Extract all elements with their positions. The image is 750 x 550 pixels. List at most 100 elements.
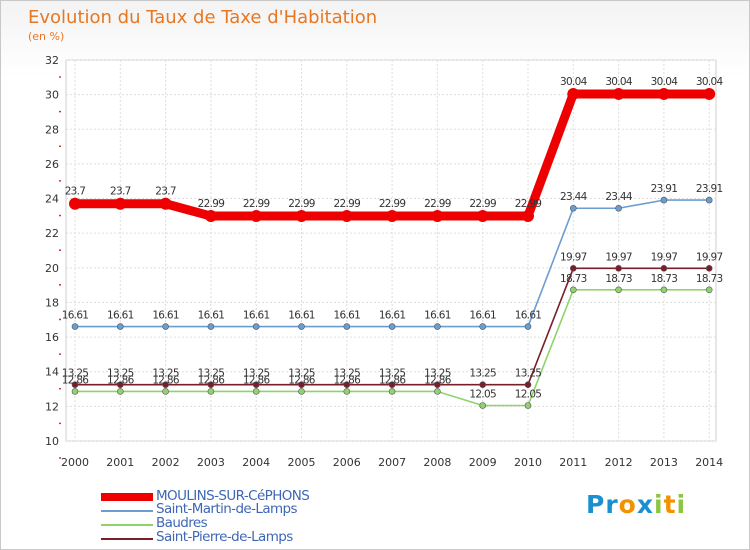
data-label: 13.25 <box>107 368 134 380</box>
data-point <box>612 87 625 100</box>
data-label: 23.44 <box>560 191 588 203</box>
data-label: 22.99 <box>243 198 270 210</box>
data-point <box>479 323 487 330</box>
data-point <box>207 388 215 395</box>
data-label: 22.99 <box>288 198 315 210</box>
data-label: 19.97 <box>696 251 723 263</box>
data-label: 22.99 <box>334 198 361 210</box>
data-label: 13.25 <box>379 368 406 380</box>
data-point <box>252 381 260 389</box>
data-label: 22.99 <box>379 198 406 210</box>
y-tick-label: 24 <box>45 193 59 206</box>
data-label: 12.05 <box>469 388 496 400</box>
data-point <box>567 87 580 100</box>
data-label: 13.25 <box>152 368 179 380</box>
data-label: 16.61 <box>62 310 89 322</box>
proxiti-logo: Proxiti <box>586 490 686 519</box>
data-label: 13.25 <box>469 368 496 380</box>
data-point <box>298 388 305 395</box>
x-tick-label: 2001 <box>106 456 134 469</box>
data-point <box>343 323 351 330</box>
data-label: 16.61 <box>288 310 315 322</box>
data-label: 23.91 <box>696 183 723 195</box>
data-point <box>569 286 577 294</box>
data-label: 23.91 <box>651 183 678 195</box>
data-point <box>71 381 79 389</box>
data-label: 23.7 <box>155 186 176 198</box>
data-point <box>252 388 260 395</box>
data-label: 16.61 <box>424 310 451 322</box>
y-axis-dot <box>59 353 61 355</box>
data-point <box>117 388 124 395</box>
y-axis-dot <box>59 110 61 113</box>
data-label: 12.86 <box>288 374 316 386</box>
data-point <box>71 388 79 395</box>
data-point <box>705 196 713 204</box>
legend-swatch <box>101 510 153 512</box>
logo-letter: i <box>654 490 664 519</box>
data-point <box>703 87 716 100</box>
data-point <box>204 210 217 223</box>
data-point <box>524 381 532 389</box>
data-label: 12.86 <box>107 374 135 386</box>
data-point <box>522 210 534 223</box>
y-tick-label: 14 <box>45 366 59 379</box>
data-point <box>250 210 263 223</box>
data-label: 13.25 <box>515 368 542 380</box>
data-point <box>479 381 487 389</box>
y-axis-dot <box>59 180 61 182</box>
data-point <box>476 210 489 223</box>
y-tick-label: 28 <box>45 123 59 136</box>
data-point <box>705 265 713 272</box>
data-point <box>207 381 215 389</box>
data-label: 22.99 <box>515 198 542 210</box>
data-point <box>295 210 308 223</box>
data-point <box>660 286 668 294</box>
data-point <box>615 265 622 272</box>
data-point <box>162 323 169 330</box>
x-tick-label: 2007 <box>378 456 406 469</box>
y-tick-label: 22 <box>45 227 59 240</box>
data-label: 16.61 <box>334 310 361 322</box>
data-point <box>386 210 399 223</box>
data-label: 16.61 <box>379 310 406 322</box>
y-tick-label: 12 <box>45 400 59 413</box>
legend-label: Saint-Pierre-de-Lamps <box>156 529 293 545</box>
data-point <box>252 323 260 330</box>
x-tick-label: 2009 <box>469 456 497 469</box>
data-point <box>705 286 713 294</box>
y-axis-dot <box>59 387 61 390</box>
data-label: 13.25 <box>288 368 315 380</box>
data-point <box>388 323 396 330</box>
y-axis-dot <box>59 422 61 425</box>
data-label: 12.05 <box>515 388 542 400</box>
x-tick-label: 2011 <box>559 456 587 469</box>
data-label: 16.61 <box>107 310 134 322</box>
data-point <box>343 381 351 389</box>
y-axis-dot <box>59 318 61 321</box>
data-label: 30.04 <box>696 76 724 88</box>
data-label: 13.25 <box>243 368 270 380</box>
data-label: 12.86 <box>198 374 226 386</box>
data-point <box>524 402 532 409</box>
logo-letter: x <box>636 490 654 519</box>
data-point <box>388 388 396 395</box>
data-point <box>657 87 670 100</box>
data-label: 22.99 <box>198 198 225 210</box>
data-point <box>569 265 577 272</box>
y-tick-label: 18 <box>45 296 59 309</box>
data-point <box>162 381 169 389</box>
legend-swatch <box>101 493 153 501</box>
y-tick-label: 20 <box>45 262 59 275</box>
chart-title: Evolution du Taux de Taxe d'Habitation <box>28 7 378 28</box>
legend-swatch <box>101 538 153 540</box>
data-label: 30.04 <box>651 76 679 88</box>
logo-letter: t <box>663 490 677 519</box>
data-point <box>431 210 444 223</box>
data-point <box>343 388 351 395</box>
x-tick-label: 2012 <box>605 456 633 469</box>
y-axis-dot <box>59 457 61 459</box>
data-point <box>388 381 396 389</box>
data-label: 22.99 <box>469 198 496 210</box>
x-tick-label: 2005 <box>288 456 316 469</box>
